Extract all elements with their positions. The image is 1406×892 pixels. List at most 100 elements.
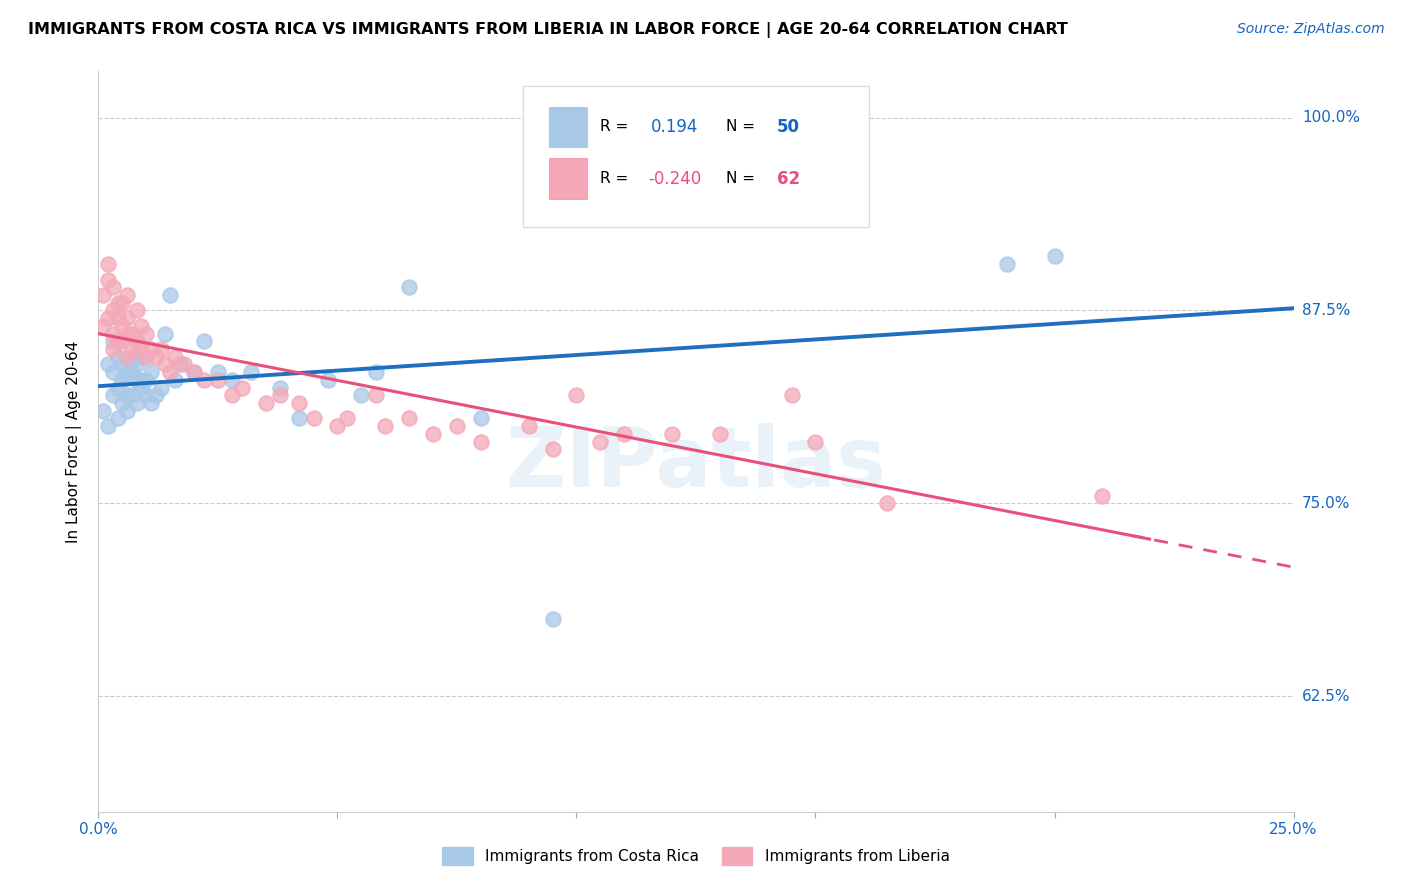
Point (121, 350, 143, 364)
Point (159, 365, 181, 379)
Point (111, 295, 134, 310)
Point (336, 411, 359, 425)
Point (101, 365, 124, 379)
Point (101, 334, 124, 349)
Point (995, 257, 1018, 271)
Point (125, 396, 148, 410)
Point (374, 419, 396, 434)
Point (131, 318, 153, 333)
Text: 50: 50 (778, 118, 800, 136)
Point (709, 426, 731, 441)
Point (121, 342, 143, 356)
Point (97, 358, 120, 372)
Point (1091, 489, 1114, 503)
Point (131, 350, 153, 364)
Point (163, 350, 186, 364)
Text: ZIPatlas: ZIPatlas (506, 423, 886, 504)
Point (115, 350, 138, 364)
Point (163, 373, 186, 387)
Point (101, 326, 124, 341)
Point (183, 365, 205, 379)
Point (207, 373, 229, 387)
Point (107, 334, 129, 349)
Point (364, 388, 387, 402)
Text: -0.240: -0.240 (648, 169, 702, 187)
Text: 0.194: 0.194 (651, 118, 697, 136)
Point (876, 496, 898, 510)
Text: R =: R = (600, 120, 628, 135)
Point (97, 419, 120, 434)
Point (470, 411, 492, 425)
Point (446, 419, 468, 434)
Point (131, 342, 153, 356)
Point (541, 442, 564, 457)
Point (565, 388, 588, 402)
Point (541, 612, 564, 626)
Point (159, 288, 181, 302)
Point (193, 334, 215, 349)
Point (139, 365, 162, 379)
Point (111, 358, 134, 372)
Point (115, 365, 138, 379)
Point (125, 303, 148, 318)
Point (193, 373, 215, 387)
Point (135, 326, 157, 341)
FancyBboxPatch shape (548, 106, 588, 147)
Text: 62: 62 (778, 169, 800, 187)
Point (101, 280, 124, 294)
Point (1043, 250, 1066, 264)
Point (288, 411, 311, 425)
Point (107, 311, 129, 326)
Point (145, 350, 167, 364)
Point (269, 388, 291, 402)
Point (91, 288, 114, 302)
Point (97, 311, 120, 326)
Y-axis label: In Labor Force | Age 20-64: In Labor Force | Age 20-64 (66, 341, 83, 542)
Text: N =: N = (725, 171, 755, 186)
Point (131, 373, 153, 387)
Point (589, 434, 612, 449)
Point (101, 342, 124, 356)
Point (221, 373, 243, 387)
Point (145, 388, 167, 402)
Point (169, 358, 191, 372)
Point (269, 380, 291, 394)
Point (288, 396, 311, 410)
Point (131, 380, 153, 394)
Text: R =: R = (600, 171, 628, 186)
Point (115, 311, 138, 326)
Point (804, 434, 827, 449)
Point (111, 318, 134, 333)
Point (155, 358, 177, 372)
Point (398, 411, 420, 425)
Point (125, 334, 148, 349)
Text: Source: ZipAtlas.com: Source: ZipAtlas.com (1237, 22, 1385, 37)
Point (254, 396, 277, 410)
Point (422, 426, 444, 441)
Point (517, 419, 540, 434)
Point (121, 326, 143, 341)
Point (101, 388, 124, 402)
Point (111, 373, 134, 387)
Point (240, 365, 263, 379)
Point (97, 272, 120, 286)
Point (661, 426, 683, 441)
Point (121, 365, 143, 379)
Point (613, 426, 636, 441)
Point (107, 350, 129, 364)
Point (115, 288, 138, 302)
Point (470, 434, 492, 449)
Point (121, 388, 143, 402)
Point (173, 358, 195, 372)
Point (107, 295, 129, 310)
Point (139, 396, 162, 410)
Point (91, 318, 114, 333)
Point (115, 388, 138, 402)
Text: 100.0%: 100.0% (1302, 110, 1360, 125)
Point (97, 257, 120, 271)
Point (398, 280, 420, 294)
Point (221, 388, 243, 402)
FancyBboxPatch shape (523, 87, 869, 227)
Point (364, 365, 387, 379)
Text: 87.5%: 87.5% (1302, 303, 1350, 318)
